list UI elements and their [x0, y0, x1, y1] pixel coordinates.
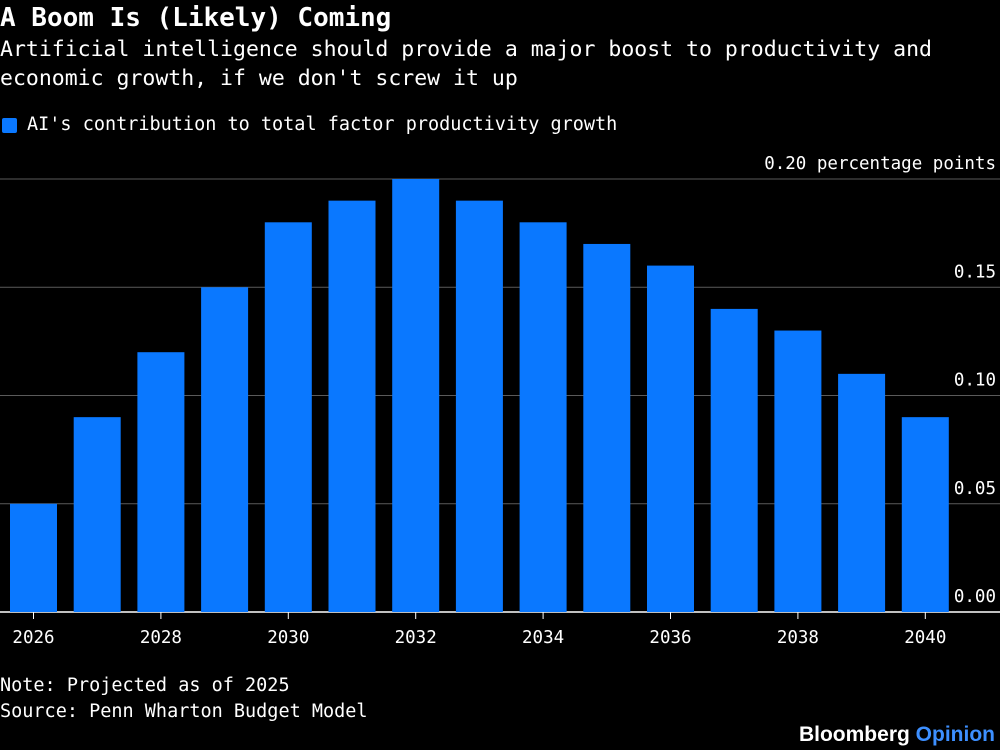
bar-2027 [73, 417, 121, 612]
bar-2036 [647, 265, 694, 612]
brand-accent: Opinion [915, 723, 995, 746]
bar-2029 [201, 287, 249, 612]
source-line: Source: Penn Wharton Budget Model [0, 701, 368, 722]
legend-swatch [2, 117, 17, 133]
footnote: Note: Projected as of 2025 [0, 675, 290, 696]
x-tick-label: 2034 [522, 628, 564, 648]
legend-label: AI's contribution to total factor produc… [27, 114, 618, 135]
brand-logo: Bloomberg Opinion [799, 722, 995, 748]
x-tick-label: 2030 [267, 628, 309, 648]
x-tick-label: 2038 [777, 628, 819, 648]
axes: 0.00 0.05 0.10 0.15 0.20 percentage points 20… [12, 154, 996, 648]
brand-name: Bloomberg [798, 723, 910, 746]
bars [10, 179, 949, 613]
bar-2040 [901, 417, 949, 612]
x-tick-label: 2040 [904, 628, 946, 648]
x-tick-label: 2036 [649, 628, 691, 648]
chart-subtitle: Artificial intelligence should provide a… [0, 37, 932, 91]
y-tick-label: 0.15 [954, 262, 996, 282]
x-tick-label: 2032 [395, 628, 437, 648]
bar-2026 [10, 503, 57, 612]
bar-2035 [583, 243, 631, 612]
y-tick-label: 0.20 percentage points [764, 154, 996, 174]
y-tick-label: 0.10 [954, 371, 996, 391]
bar-2028 [137, 352, 185, 612]
y-tick-label: 0.05 [954, 479, 996, 499]
bar-2038 [774, 330, 822, 612]
chart-title: A Boom Is (Likely) Coming [0, 3, 392, 33]
x-tick-label: 2026 [12, 628, 54, 648]
bar-2030 [264, 222, 312, 613]
bar-2032 [392, 179, 440, 612]
bar-2031 [328, 200, 376, 612]
bar-2033 [455, 200, 503, 612]
y-tick-label: 0.00 [954, 587, 996, 607]
x-tick-label: 2028 [140, 628, 182, 648]
bar-2039 [838, 373, 886, 612]
bar-2037 [710, 308, 758, 612]
legend: AI's contribution to total factor produc… [0, 112, 617, 138]
bar-2034 [519, 222, 567, 613]
